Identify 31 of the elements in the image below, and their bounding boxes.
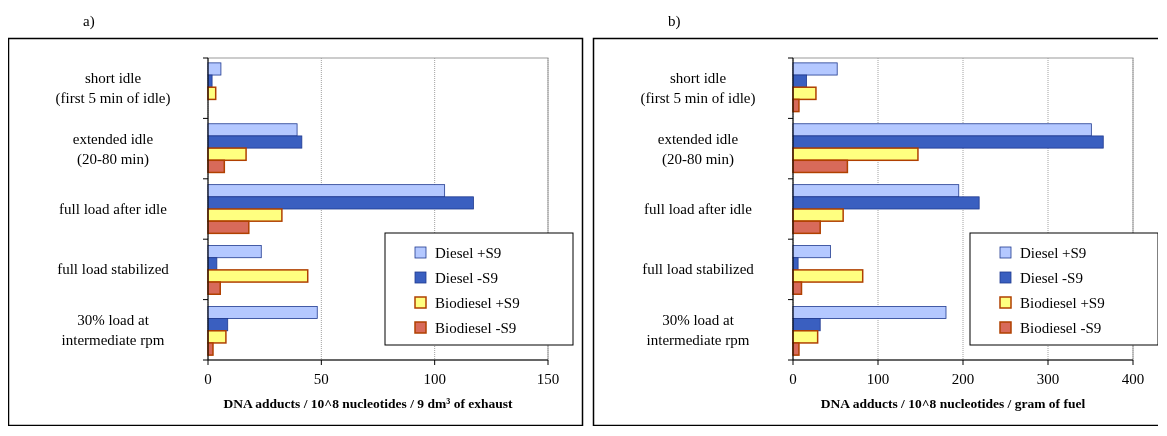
y-tick-label: short idle (first 5 min of idle) <box>55 70 171 108</box>
x-tick-label: 200 <box>951 371 975 387</box>
legend-label: Diesel +S9 <box>1020 245 1087 261</box>
y-tick-label: short idle (first 5 min of idle) <box>640 70 756 108</box>
legend-label: Biodiesel +S9 <box>435 295 520 311</box>
legend-label: Biodiesel -S9 <box>435 320 517 336</box>
x-tick-label: 100 <box>423 371 446 387</box>
y-tick-label: extended idle (20-80 min) <box>657 130 739 168</box>
x-tick-label: 0 <box>204 371 212 387</box>
y-tick-label: full load after idle <box>644 201 753 217</box>
y-tick-label: extended idle (20-80 min) <box>72 130 154 168</box>
x-tick-label: 0 <box>789 371 797 387</box>
y-tick-label: full load stabilized <box>642 261 755 278</box>
y-tick-label: 30% load at intermediate rpm <box>61 311 165 348</box>
x-tick-label: 300 <box>1036 371 1060 387</box>
x-tick-label: 50 <box>313 371 329 387</box>
x-axis-title: DNA adducts / 10^8 nucleotides / 9 dm³ of exhaust <box>223 396 514 411</box>
x-tick-label: 150 <box>536 371 560 387</box>
y-tick-label: full load stabilized <box>57 261 170 278</box>
legend-label: Biodiesel -S9 <box>1020 320 1102 336</box>
chart-title: b) <box>668 13 681 30</box>
legend-label: Biodiesel +S9 <box>1020 295 1105 311</box>
legend-label: Diesel -S9 <box>435 270 498 286</box>
legend-label: Diesel -S9 <box>1020 270 1083 286</box>
chart-title: a) <box>83 13 95 30</box>
y-tick-label: full load after idle <box>59 201 168 217</box>
x-tick-label: 400 <box>1121 371 1145 387</box>
x-axis-title: DNA adducts / 10^8 nucleotides / gram of fuel <box>820 396 1086 411</box>
x-tick-label: 100 <box>866 371 890 387</box>
y-tick-label: 30% load at intermediate rpm <box>646 311 750 348</box>
legend-label: Diesel +S9 <box>435 245 502 261</box>
